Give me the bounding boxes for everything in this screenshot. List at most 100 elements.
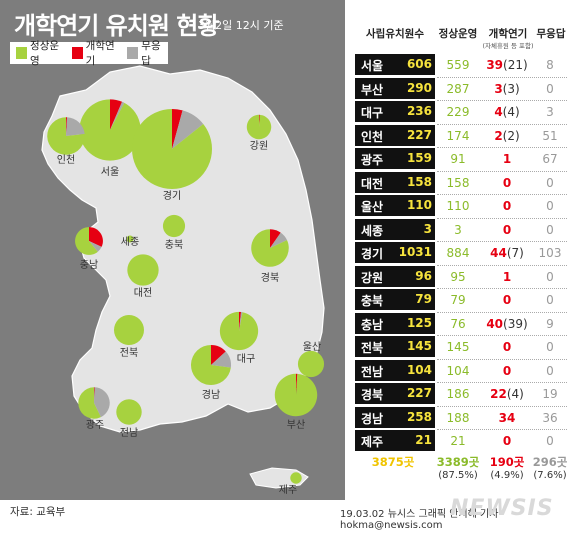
region-block: 세종 3	[355, 218, 435, 240]
table-row: 대전 158 158 0 0	[355, 171, 567, 194]
region-name: 경북	[361, 388, 384, 402]
pie-slice-delayed	[270, 229, 281, 248]
region-block: 제주 21	[355, 430, 435, 451]
table-row: 인천 227 174 2(2) 51	[355, 124, 567, 147]
region-total: 1031	[398, 245, 432, 259]
table-row: 경북 227 186 22(4) 19	[355, 383, 567, 405]
region-total: 227	[406, 127, 432, 142]
region-block: 서울 606	[355, 54, 435, 75]
table-row: 경기 1031 884 44(7) 103	[355, 242, 567, 264]
noresp-value: 0	[546, 293, 554, 307]
pie-slice-normal	[290, 472, 302, 484]
normal-value: 287	[446, 81, 470, 96]
region-total: 158	[406, 174, 432, 189]
pie-slice-delayed	[110, 99, 123, 130]
delayed-value: 34	[498, 410, 516, 425]
total-normal-pct: (87.5%)	[438, 470, 478, 481]
pie-slice-delayed	[259, 114, 260, 127]
normal-value: 188	[446, 410, 470, 425]
row-separator	[437, 264, 567, 266]
map-region-label: 세종	[121, 236, 139, 248]
noresp-value: 0	[546, 175, 554, 190]
region-block: 울산 110	[355, 195, 435, 216]
delayed-value: 0	[502, 175, 512, 190]
pie-slice-noresp	[239, 311, 243, 331]
region-total: 125	[406, 315, 432, 330]
table-row: 경남 258 188 34 36	[355, 406, 567, 429]
header-delayed-sub: (자체휴원 등 포함)	[482, 42, 534, 50]
noresp-value: 0	[546, 340, 554, 354]
total-delayed-pct: (4.9%)	[490, 470, 524, 481]
noresp-value: 0	[546, 222, 554, 237]
map-region-label: 대구	[237, 353, 255, 365]
delayed-value: 4(4)	[494, 105, 520, 119]
noresp-value: 0	[546, 363, 554, 378]
pie-layer	[47, 99, 325, 484]
region-block: 경북 227	[355, 383, 435, 404]
region-block: 경기 1031	[355, 242, 435, 263]
total-count: 3875곳	[371, 455, 415, 469]
region-name: 광주	[361, 153, 384, 167]
pie-slice-normal	[127, 254, 159, 286]
region-total: 3	[423, 221, 432, 236]
pie-slice-noresp	[89, 241, 102, 252]
legend-swatch-delayed	[71, 47, 83, 59]
normal-value: 145	[446, 340, 470, 354]
region-name: 서울	[361, 59, 384, 73]
map-region-label: 경남	[202, 388, 220, 401]
pie-slice-normal	[162, 214, 186, 238]
row-separator	[437, 217, 567, 219]
pie-slice-delayed	[239, 311, 242, 331]
region-block: 부산 290	[355, 77, 435, 99]
table-row: 전북 145 145 0 0	[355, 336, 567, 358]
region-total: 236	[406, 104, 432, 118]
delayed-value: 22(4)	[490, 387, 524, 401]
noresp-value: 19	[542, 387, 558, 401]
table-row: 광주 159 91 1 67	[355, 148, 567, 170]
legend-swatch-noresp	[127, 47, 139, 59]
row-separator	[437, 405, 567, 407]
region-block: 전북 145	[355, 336, 435, 357]
normal-value: 158	[446, 175, 470, 190]
region-name: 강원	[361, 270, 384, 285]
table-row: 전남 104 104 0 0	[355, 359, 567, 382]
pie-slice-normal	[251, 229, 289, 267]
region-name: 세종	[361, 223, 384, 238]
table-row: 강원 96 95 1 0	[355, 265, 567, 288]
map-region-label: 서울	[101, 166, 119, 178]
region-block: 인천 227	[355, 124, 435, 146]
pie-slice-noresp	[110, 101, 125, 130]
normal-value: 110	[446, 199, 470, 213]
normal-value: 21	[450, 434, 466, 448]
region-name: 경남	[361, 411, 384, 426]
legend-label-delayed: 개학연기	[85, 40, 115, 67]
total-delayed: 190곳	[489, 455, 525, 469]
watermark-logo: NEWSIS	[450, 496, 554, 521]
delayed-value: 39(21)	[486, 58, 528, 72]
normal-value: 76	[450, 316, 466, 331]
region-name: 전북	[361, 341, 384, 355]
delayed-value: 3(3)	[494, 81, 520, 96]
delayed-value: 44(7)	[490, 246, 524, 260]
pie-slice-noresp	[172, 110, 204, 149]
delayed-value: 2(2)	[494, 128, 520, 143]
pie-slice-normal	[78, 387, 101, 419]
normal-value: 174	[446, 128, 470, 143]
header-delayed: 개학연기	[488, 28, 528, 40]
page-title: 개학연기 유치원 현황	[14, 12, 219, 40]
pie-slice-noresp	[66, 117, 85, 136]
region-block: 충남 125	[355, 312, 435, 334]
region-total: 21	[415, 433, 432, 447]
region-block: 전남 104	[355, 359, 435, 381]
pie-slice-normal	[113, 314, 145, 346]
region-block: 광주 159	[355, 148, 435, 169]
row-separator	[437, 147, 567, 148]
delayed-value: 0	[502, 222, 512, 237]
pie-slice-delayed	[296, 373, 298, 395]
noresp-value: 51	[542, 128, 558, 143]
region-block: 대전 158	[355, 171, 435, 193]
map-region-label: 울산	[303, 341, 321, 353]
pie-slice-normal	[126, 235, 134, 243]
table-row: 세종 3 3 0 0	[355, 218, 567, 241]
